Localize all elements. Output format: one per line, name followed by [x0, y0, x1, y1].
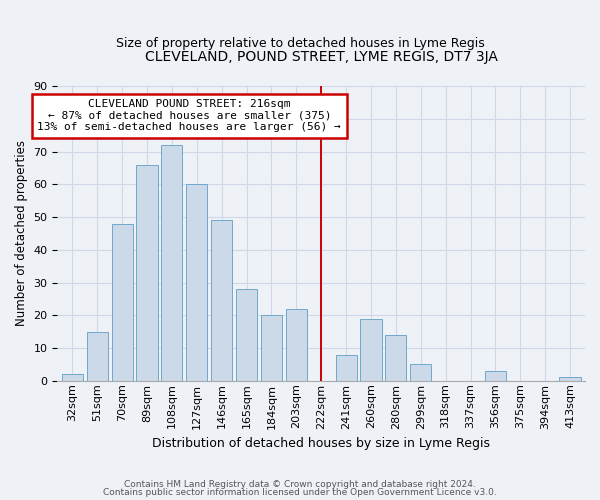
Text: Contains HM Land Registry data © Crown copyright and database right 2024.: Contains HM Land Registry data © Crown c…: [124, 480, 476, 489]
Bar: [361, 318, 382, 381]
Bar: [62, 374, 83, 381]
Bar: [161, 145, 182, 381]
Text: CLEVELAND POUND STREET: 216sqm
← 87% of detached houses are smaller (375)
13% of: CLEVELAND POUND STREET: 216sqm ← 87% of …: [37, 99, 341, 132]
Text: Contains public sector information licensed under the Open Government Licence v3: Contains public sector information licen…: [103, 488, 497, 497]
Bar: [335, 354, 356, 381]
Bar: [559, 378, 581, 381]
Bar: [385, 335, 406, 381]
Bar: [485, 371, 506, 381]
Bar: [136, 164, 158, 381]
Text: Size of property relative to detached houses in Lyme Regis: Size of property relative to detached ho…: [116, 38, 484, 51]
Bar: [410, 364, 431, 381]
Bar: [186, 184, 208, 381]
Y-axis label: Number of detached properties: Number of detached properties: [15, 140, 28, 326]
Bar: [261, 316, 282, 381]
Bar: [286, 308, 307, 381]
Bar: [86, 332, 108, 381]
Bar: [211, 220, 232, 381]
Bar: [112, 224, 133, 381]
Title: CLEVELAND, POUND STREET, LYME REGIS, DT7 3JA: CLEVELAND, POUND STREET, LYME REGIS, DT7…: [145, 50, 497, 64]
X-axis label: Distribution of detached houses by size in Lyme Regis: Distribution of detached houses by size …: [152, 437, 490, 450]
Bar: [236, 289, 257, 381]
